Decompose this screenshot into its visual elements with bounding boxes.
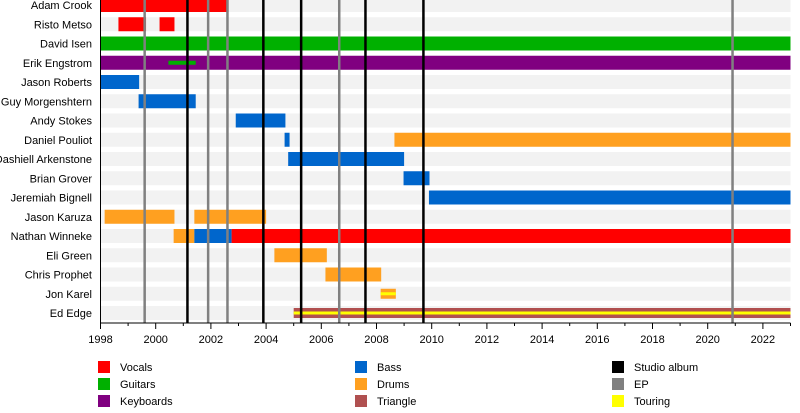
legend-swatch [612,361,624,373]
bar-drums [194,209,267,224]
legend-label: Studio album [634,362,698,374]
bar-touring [380,292,396,296]
legend-swatch [355,378,367,390]
x-tick-label: 2020 [695,334,719,346]
member-name: Jason Karuza [25,212,93,224]
legend-label: Triangle [377,396,416,408]
member-name: Daniel Pouliot [24,135,92,147]
member-name: Jeremiah Bignell [11,193,92,205]
legend-label: Vocals [120,362,153,374]
row-band [100,75,791,89]
bar-vocals [231,229,791,243]
legend-label: Guitars [120,379,156,391]
legend-label: Keyboards [120,396,173,408]
bar-bass [403,171,430,186]
member-name: Andy Stokes [30,116,92,128]
x-tick-label: 2014 [530,334,554,346]
member-name: Jason Roberts [21,77,92,89]
bar-vocals [159,17,175,32]
legend-label: Bass [377,362,402,374]
bar-bass [428,190,791,205]
member-name: Adam Crook [31,0,93,12]
legend-label: Touring [634,396,670,408]
member-name: Chris Prophet [25,270,92,282]
legend-swatch [98,395,110,407]
bar-drums [104,209,175,224]
legend-label: Drums [377,379,410,391]
row-band [100,113,791,128]
row-band [100,152,791,166]
x-tick-label: 2012 [475,334,499,346]
bar-bass [194,229,232,243]
row-band [100,17,791,32]
x-tick-label: 2018 [640,334,664,346]
legend-swatch [98,378,110,390]
bar-bass [284,132,290,147]
bar-bass [288,152,405,166]
row-band [100,209,791,224]
legend-swatch [355,395,367,407]
member-name: David Isen [40,39,92,51]
row-band [100,267,791,282]
x-tick-label: 2022 [751,334,775,346]
bar-guitars [168,60,196,65]
x-tick-label: 2016 [585,334,609,346]
row-band [100,94,791,109]
row-band [100,248,791,263]
member-name: Brian Grover [30,173,93,185]
bar-bass [138,94,196,109]
member-name: Nathan Winneke [11,231,92,243]
x-tick-label: 2006 [309,334,333,346]
bar-vocals [118,17,147,32]
bar-drums [173,229,195,243]
legend-swatch [612,395,624,407]
member-name: Guy Morgenshtern [1,96,92,108]
bar-vocals [100,0,229,12]
legend-swatch [98,361,110,373]
bar-guitars [100,36,791,51]
x-tick-label: 2000 [143,334,167,346]
bar-bass [235,113,286,128]
legend-swatch [612,378,624,390]
x-tick-label: 2004 [254,334,278,346]
bar-bass [100,75,140,89]
row-band [100,286,791,301]
bar-drums [394,132,791,147]
member-name: Jon Karel [46,289,92,301]
member-name: Erik Engstrom [23,58,92,70]
bar-keyboards [100,55,791,70]
bar-touring [293,311,791,315]
member-name: Risto Metso [34,19,92,31]
member-name: Eli Green [46,250,92,262]
bar-drums [325,267,382,282]
row-band [100,0,791,12]
member-name: Ed Edge [50,308,92,320]
x-tick-label: 2008 [364,334,388,346]
legend-swatch [355,361,367,373]
x-tick-label: 2002 [199,334,223,346]
legend-label: EP [634,379,649,391]
x-tick-label: 1998 [88,334,112,346]
x-tick-label: 2010 [419,334,443,346]
member-name: Dashiell Arkenstone [0,154,92,166]
row-band [100,171,791,186]
